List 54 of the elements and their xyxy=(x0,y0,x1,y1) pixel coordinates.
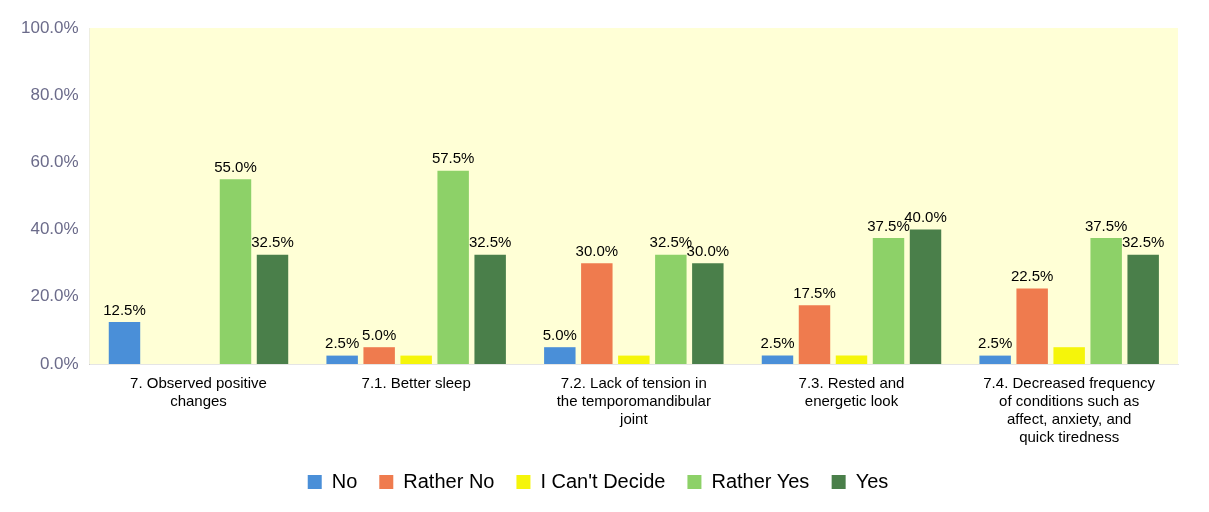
data-label: 37.5% xyxy=(1084,216,1128,234)
data-label: 17.5% xyxy=(793,283,836,301)
bar xyxy=(363,347,395,364)
bar xyxy=(979,355,1011,364)
bar xyxy=(655,254,687,364)
data-label: 5.0% xyxy=(542,325,577,343)
data-label: 5.0% xyxy=(362,325,397,343)
x-tick-label: 7. Observed positive changes xyxy=(130,374,267,410)
data-label: 57.5% xyxy=(431,149,475,167)
bar xyxy=(437,170,469,364)
bar xyxy=(835,355,868,364)
bar xyxy=(474,254,506,364)
bar xyxy=(256,254,289,364)
data-label: 2.5% xyxy=(978,334,1013,352)
bar xyxy=(400,355,432,364)
x-tick-label: 7.4. Decreased frequency of conditions such as affect, anxiety, and quick tiredness xyxy=(983,374,1156,446)
x-tick-label: 7.2. Lack of tension in the temporomandibular joint xyxy=(556,374,711,428)
bar xyxy=(1016,288,1048,364)
y-tick-label: 0.0% xyxy=(39,353,79,373)
data-label: 12.5% xyxy=(103,300,146,318)
legend-label: Yes xyxy=(855,469,889,492)
bar xyxy=(219,179,252,364)
x-tick-label: 7.3. Rested and energetic look xyxy=(798,374,905,410)
bar xyxy=(544,347,576,364)
legend-label: I Can't Decide xyxy=(540,469,666,492)
bar xyxy=(581,263,613,364)
bar xyxy=(1053,347,1085,364)
bar xyxy=(108,322,141,364)
bar xyxy=(761,355,794,364)
bar xyxy=(798,305,831,364)
data-label: 2.5% xyxy=(325,334,360,352)
data-label: 30.0% xyxy=(575,241,619,259)
data-label: 55.0% xyxy=(214,157,257,175)
y-tick-label: 60.0% xyxy=(30,152,79,172)
bar xyxy=(909,229,942,364)
y-tick-label: 100.0% xyxy=(20,17,79,37)
data-label: 2.5% xyxy=(760,334,795,352)
bar xyxy=(692,263,724,364)
y-tick-label: 80.0% xyxy=(30,84,79,104)
bar xyxy=(1127,254,1159,364)
data-label: 32.5% xyxy=(1121,233,1165,251)
data-label: 32.5% xyxy=(251,233,294,251)
y-tick-label: 20.0% xyxy=(30,286,79,306)
bar xyxy=(1090,238,1122,364)
data-label: 22.5% xyxy=(1010,267,1054,285)
legend-label: Rather Yes xyxy=(711,469,810,492)
data-label: 32.5% xyxy=(468,233,512,251)
x-tick-label: 7.1. Better sleep xyxy=(361,374,471,392)
y-tick-label: 40.0% xyxy=(30,219,79,239)
bar xyxy=(326,355,358,364)
bar xyxy=(618,355,650,364)
bar xyxy=(872,238,905,364)
legend-label: Rather No xyxy=(403,469,495,492)
legend-label: No xyxy=(331,469,358,492)
